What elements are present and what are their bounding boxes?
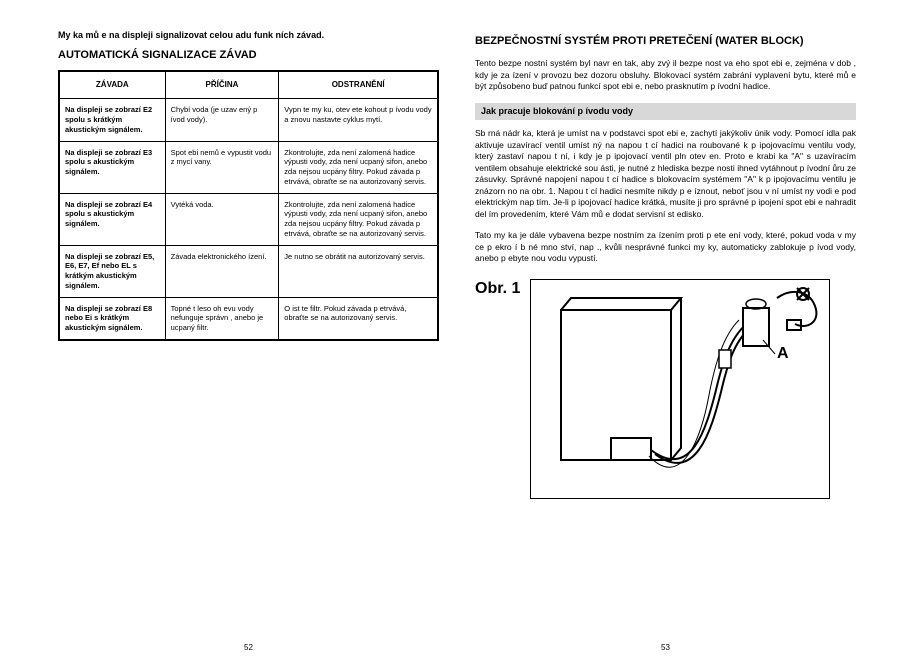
figure-1: A [530,279,830,499]
label-a: A [777,345,789,362]
th-fault: ZÁVADA [59,71,165,99]
subheading: Jak pracuje blokování p ívodu vody [475,103,856,121]
intro-text: My ka mů e na displeji signalizovat celo… [58,30,439,42]
paragraph-2: Sb rná nádr ka, která je umíst na v pods… [475,128,856,220]
page-number-left: 52 [244,643,253,653]
table-row: Na displeji se zobrazí E5, E6, E7, Ef ne… [59,245,438,297]
page-number-right: 53 [661,643,670,653]
left-page: My ka mů e na displeji signalizovat celo… [40,30,457,657]
figure-label: Obr. 1 [475,279,520,300]
left-title: AUTOMATICKÁ SIGNALIZACE ZÁVAD [58,48,439,62]
right-title: BEZPEČNOSTNÍ SYSTÉM PROTI PRETEČENÍ (WAT… [475,34,856,48]
table-row: Na displeji se zobrazí E4 spolu s akusti… [59,193,438,245]
figure-wrap: Obr. 1 [475,279,856,499]
waterblock-diagram-icon: A [531,280,831,500]
table-row: Na displeji se zobrazí E2 spolu s krátký… [59,99,438,141]
paragraph-1: Tento bezpe nostní systém byl navr en ta… [475,58,856,92]
table-row: Na displeji se zobrazí E8 nebo Ei s krát… [59,297,438,340]
paragraph-3: Tato my ka je dále vybavena bezpe nostní… [475,230,856,264]
table-row: Na displeji se zobrazí E3 spolu s akusti… [59,141,438,193]
th-cause: PŘÍČINA [165,71,279,99]
fault-table: ZÁVADA PŘÍČINA ODSTRANĚNÍ Na displeji se… [58,70,439,341]
right-page: BEZPEČNOSTNÍ SYSTÉM PROTI PRETEČENÍ (WAT… [457,30,874,657]
th-remedy: ODSTRANĚNÍ [279,71,438,99]
